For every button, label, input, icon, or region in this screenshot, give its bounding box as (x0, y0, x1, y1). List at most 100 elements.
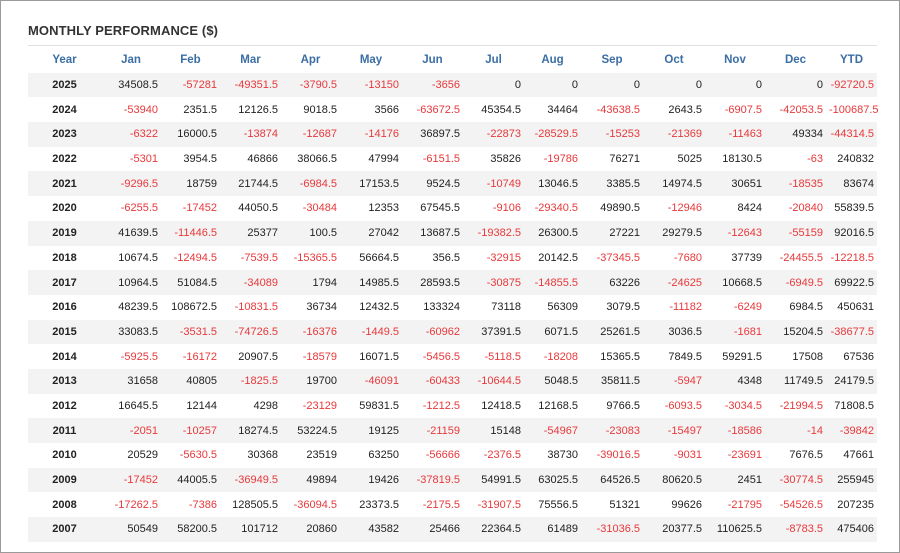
month-value-cell: 23519 (281, 443, 340, 468)
month-value-cell: 108672.5 (161, 294, 220, 320)
ytd-cell: 71808.5 (826, 393, 877, 419)
month-value-cell: 16645.5 (101, 393, 161, 419)
panel-title: MONTHLY PERFORMANCE ($) (28, 23, 219, 38)
month-value-cell: 50549 (101, 517, 161, 542)
month-value-cell: -10831.5 (220, 294, 281, 320)
month-value-cell: 7849.5 (643, 344, 705, 369)
ytd-cell: -100687.5 (826, 97, 879, 123)
month-value-cell: 13687.5 (402, 220, 463, 246)
month-value-cell: 20529 (101, 443, 161, 468)
year-cell: 2018 (28, 245, 101, 271)
month-value-cell: -18579 (281, 344, 340, 369)
month-value-cell: -24625 (643, 270, 705, 295)
month-value-cell: -10749 (463, 171, 524, 197)
month-value-cell: 3385.5 (581, 171, 643, 197)
month-value-cell: -3034.5 (705, 393, 765, 419)
month-value-cell: 128505.5 (220, 492, 281, 518)
year-cell: 2009 (28, 467, 101, 493)
table-row: 2009 -17452 44005.5 -36949.5 49894 19426 -3781… (28, 467, 877, 493)
column-header-dec: Dec (784, 54, 807, 67)
month-value-cell: 99626 (643, 492, 705, 518)
month-value-cell: 21744.5 (220, 171, 281, 197)
month-value-cell: 16000.5 (161, 122, 220, 147)
month-value-cell: 51321 (581, 492, 643, 518)
month-value-cell: 28593.5 (402, 270, 463, 295)
month-value-cell: 15365.5 (581, 344, 643, 369)
year-cell: 2022 (28, 146, 101, 172)
ytd-cell: 69922.5 (826, 270, 877, 295)
month-value-cell: -6093.5 (643, 393, 705, 419)
month-value-cell: 5025 (643, 146, 705, 172)
month-value-cell: 40805 (161, 368, 220, 394)
month-value-cell: 61489 (524, 517, 581, 542)
month-value-cell: 35811.5 (581, 368, 643, 394)
ytd-cell: 450631 (826, 294, 877, 320)
month-value-cell: 51084.5 (161, 270, 220, 295)
ytd-cell: 475406 (826, 517, 877, 542)
month-value-cell: 9018.5 (281, 97, 340, 123)
month-value-cell: 100.5 (281, 220, 340, 246)
table-row: 2021 -9296.5 18759 21744.5 -6984.5 17153.5 952… (28, 171, 877, 197)
month-value-cell: 3079.5 (581, 294, 643, 320)
year-cell: 2024 (28, 97, 101, 123)
year-cell: 2016 (28, 294, 101, 320)
month-value-cell: 8424 (705, 196, 765, 221)
month-value-cell: 27042 (340, 220, 402, 246)
month-value-cell: 12353 (340, 196, 402, 221)
month-value-cell: -6151.5 (402, 146, 463, 172)
month-value-cell: -30875 (463, 270, 524, 295)
month-value-cell: 14974.5 (643, 171, 705, 197)
month-value-cell: -15253 (581, 122, 643, 147)
month-value-cell: -12643 (705, 220, 765, 246)
month-value-cell: 0 (705, 72, 765, 98)
month-value-cell: -63672.5 (402, 97, 463, 123)
month-value-cell: -6949.5 (765, 270, 826, 295)
month-value-cell: 29279.5 (643, 220, 705, 246)
year-cell: 2012 (28, 393, 101, 419)
year-cell: 2015 (28, 319, 101, 345)
month-value-cell: -11446.5 (161, 220, 220, 246)
month-value-cell: -5947 (643, 368, 705, 394)
ytd-cell: -39842 (826, 418, 877, 443)
month-value-cell: -1681 (705, 319, 765, 345)
month-value-cell: -54526.5 (765, 492, 826, 518)
month-value-cell: 10964.5 (101, 270, 161, 295)
month-value-cell: -74726.5 (220, 319, 281, 345)
month-value-cell: -57281 (161, 72, 220, 98)
month-value-cell: 30651 (705, 171, 765, 197)
year-cell: 2011 (28, 418, 101, 443)
ytd-cell: 207235 (826, 492, 877, 518)
month-value-cell: 0 (765, 72, 826, 98)
month-value-cell: 6071.5 (524, 319, 581, 345)
month-value-cell: 19426 (340, 467, 402, 493)
month-value-cell: -18535 (765, 171, 826, 197)
month-value-cell: -5301 (101, 146, 161, 172)
month-value-cell: 5048.5 (524, 368, 581, 394)
month-value-cell: 1794 (281, 270, 340, 295)
month-value-cell: -37819.5 (402, 467, 463, 493)
month-value-cell: 16071.5 (340, 344, 402, 369)
table-row: 2010 20529 -5630.5 30368 23519 63250 -56666 -23… (28, 443, 877, 468)
month-value-cell: 63250 (340, 443, 402, 468)
month-value-cell: -19786 (524, 146, 581, 172)
month-value-cell: 59291.5 (705, 344, 765, 369)
month-value-cell: -53940 (101, 97, 161, 123)
month-value-cell: -3790.5 (281, 72, 340, 98)
month-value-cell: -18586 (705, 418, 765, 443)
month-value-cell: -7386 (161, 492, 220, 518)
month-value-cell: 3566 (340, 97, 402, 123)
column-header-nov: Nov (724, 54, 746, 67)
month-value-cell: 34464 (524, 97, 581, 123)
month-value-cell: -20840 (765, 196, 826, 221)
month-value-cell: -29340.5 (524, 196, 581, 221)
year-cell: 2021 (28, 171, 101, 197)
month-value-cell: 17153.5 (340, 171, 402, 197)
month-value-cell: -3656 (402, 72, 463, 98)
month-value-cell: -5925.5 (101, 344, 161, 369)
year-cell: 2025 (28, 72, 101, 98)
month-value-cell: -32915 (463, 245, 524, 271)
column-header-year: Year (52, 54, 77, 67)
table-row: 2011 -2051 -10257 18274.5 53224.5 19125 -21159… (28, 418, 877, 443)
month-value-cell: 22364.5 (463, 517, 524, 542)
month-value-cell: 59831.5 (340, 393, 402, 419)
